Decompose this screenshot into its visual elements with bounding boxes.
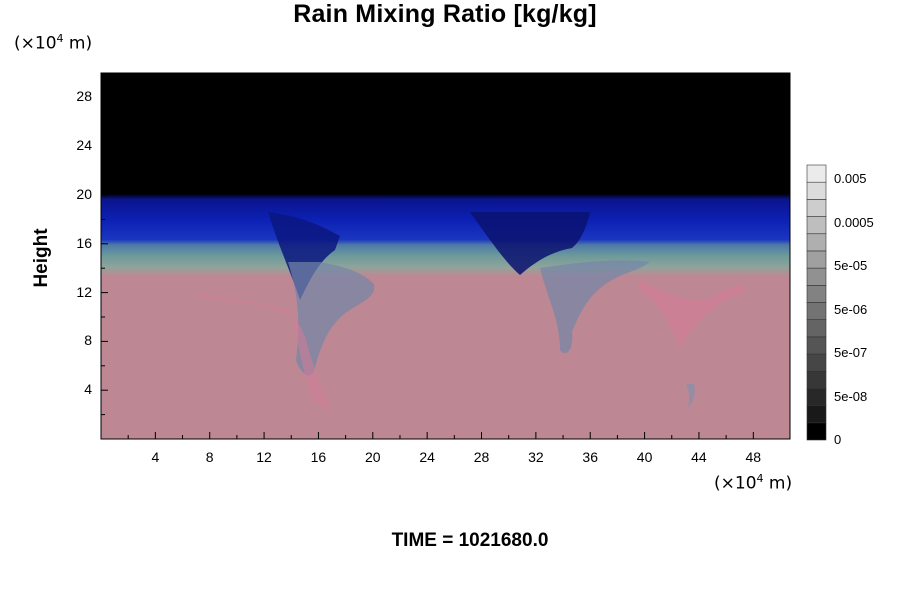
mixed-plume-left <box>288 262 375 376</box>
convective-plume-left <box>268 212 340 300</box>
y-tick-label: 24 <box>76 137 92 154</box>
colorbar-level <box>806 250 827 269</box>
colorbar-level <box>806 285 827 303</box>
x-tick-label: 4 <box>151 449 160 465</box>
colorbar-label: 5e-06 <box>834 301 868 317</box>
y-tick-label: 16 <box>76 234 92 251</box>
colorbar <box>806 164 827 441</box>
x-tick-label: 48 <box>745 449 762 465</box>
x-tick-label: 24 <box>419 449 435 465</box>
convective-plume-center <box>470 212 590 275</box>
colorbar-label: 5e-08 <box>834 388 868 404</box>
colorbar-level <box>806 164 827 183</box>
x-axis-unit: (×104 m) <box>714 472 793 494</box>
colorbar-level <box>806 422 827 441</box>
x-tick-label: 44 <box>691 449 707 465</box>
colorbar-label: 0.0005 <box>834 214 874 230</box>
colorbar-level <box>806 319 827 338</box>
mixed-plume-right <box>540 260 650 354</box>
small-cloud-patch <box>686 384 695 408</box>
plot-area <box>101 73 790 439</box>
y-tick-label: 4 <box>84 381 92 398</box>
x-tick-label: 12 <box>256 449 272 465</box>
colorbar-label: 5e-05 <box>834 258 868 273</box>
colorbar-label: 5e-07 <box>834 345 868 360</box>
y-axis-unit: (×104 m) <box>14 32 93 54</box>
colorbar-level <box>806 370 827 389</box>
y-tick-label: 8 <box>84 332 92 349</box>
x-tick-label: 40 <box>636 449 653 465</box>
colorbar-level <box>806 181 827 200</box>
y-tick-label: 28 <box>76 88 92 105</box>
x-tick-label: 36 <box>582 449 599 465</box>
x-tick-label: 32 <box>528 449 544 465</box>
rain-streak-left <box>198 292 330 412</box>
x-tick-label: 28 <box>473 449 490 465</box>
rain-streak-right <box>640 280 745 352</box>
chart-title: Rain Mixing Ratio [kg/kg] <box>293 0 597 28</box>
y-tick-label: 12 <box>76 283 92 300</box>
x-tick-label: 16 <box>310 449 327 465</box>
colorbar-level <box>806 388 827 406</box>
x-tick-label: 20 <box>364 449 381 465</box>
colorbar-level <box>806 336 827 355</box>
plot-frame <box>100 72 791 440</box>
colorbar-level <box>806 353 827 372</box>
y-tick-marks <box>101 96 108 416</box>
colorbar-level <box>806 233 827 252</box>
x-tick-label: 8 <box>205 449 214 465</box>
colorbar-level <box>806 216 827 235</box>
colorbar-label: 0.005 <box>834 171 867 186</box>
colorbar-level <box>806 405 827 424</box>
colorbar-level <box>806 199 827 217</box>
time-label: TIME = 1021680.0 <box>391 530 549 551</box>
colorbar-level <box>806 302 827 320</box>
colorbar-label: 0 <box>834 432 842 447</box>
x-tick-marks <box>127 432 754 439</box>
colorbar-level <box>806 267 827 286</box>
y-tick-label: 20 <box>76 186 92 202</box>
